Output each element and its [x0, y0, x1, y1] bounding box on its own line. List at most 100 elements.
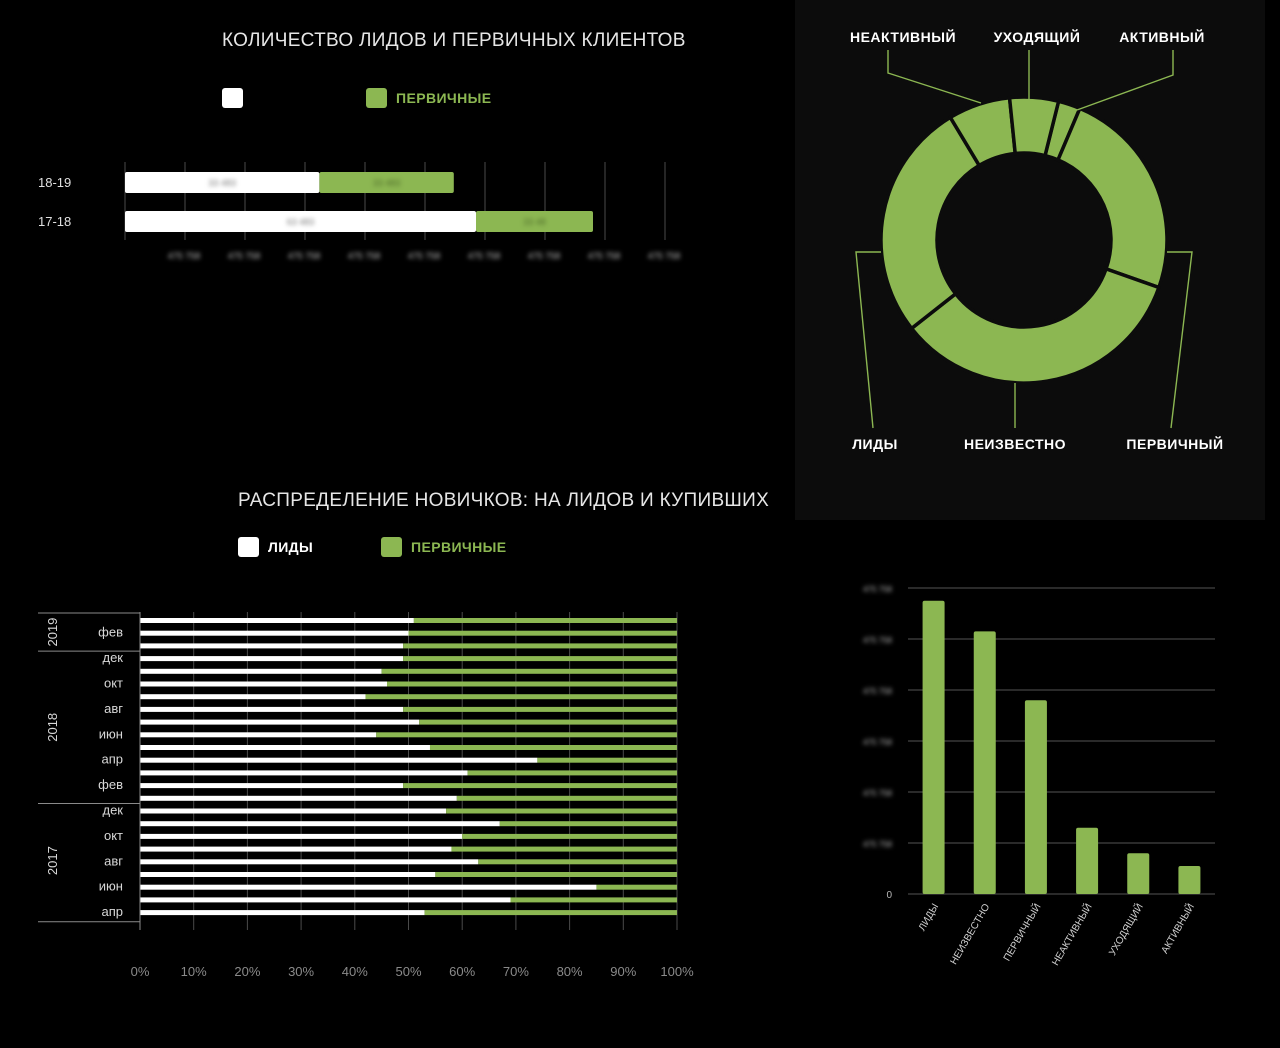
y-tick-label: 475 758	[863, 738, 892, 747]
bar-segment-leads	[140, 630, 409, 636]
x-tick-label: 90%	[610, 964, 636, 979]
bar-value-label: 33 483	[208, 178, 236, 188]
x-tick-label: 475 758	[168, 251, 201, 261]
donut-panel: АКТИВНЫЙ ПЕРВИЧНЫЙ НЕИЗВЕСТНО ЛИДЫ НЕАКТИВНЫ…	[795, 0, 1265, 520]
column-bar	[922, 600, 945, 894]
bar-segment-primary	[403, 656, 677, 662]
bar-segment-leads	[140, 706, 404, 712]
leader-line	[855, 251, 881, 429]
bar-segment-primary	[499, 821, 677, 827]
bar-segment-leads	[140, 783, 404, 789]
bar-segment-primary	[429, 745, 677, 750]
bar-segment-leads	[140, 910, 425, 916]
bar-segment-primary	[596, 884, 677, 890]
leader-line	[1167, 251, 1193, 429]
month-label: дек	[102, 650, 123, 665]
category-label: АКТИВНЫЙ	[1158, 901, 1197, 956]
bar-segment-white	[125, 172, 320, 193]
slice-label: АКТИВНЫЙ	[1119, 28, 1205, 45]
month-label: фев	[98, 777, 123, 792]
leader-line	[1076, 50, 1174, 111]
bar-segment-leads	[140, 795, 457, 801]
chart2-legend-leads: ЛИДЫ	[238, 537, 313, 557]
month-label: июн	[99, 726, 123, 741]
bar-segment-primary	[419, 719, 677, 725]
slice-label: ПЕРВИЧНЫЙ	[1126, 435, 1223, 452]
bar-segment-primary	[424, 910, 677, 916]
y-tick-label: 475 758	[863, 840, 892, 849]
category-label: ПЕРВИЧНЫЙ	[1000, 901, 1043, 963]
y-tick-label: 475 758	[863, 687, 892, 696]
category-label: НЕИЗВЕСТНО	[949, 902, 993, 967]
x-tick-label: 475 758	[288, 251, 321, 261]
category-label: НЕАКТИВНЫЙ	[1049, 901, 1095, 968]
bar-segment-leads	[140, 872, 436, 877]
newcomers-distribution-chart: 0% 10% 20% 30% 40% 50% 60% 70% 80% 90% 100% фев дек о…	[38, 612, 694, 979]
x-tick-label: 475 758	[648, 251, 681, 261]
month-label: авг	[104, 853, 123, 868]
bar-segment-leads	[140, 859, 479, 865]
x-tick-label: 70%	[503, 964, 529, 979]
bar-segment-primary	[537, 757, 677, 763]
legend-label: ПЕРВИЧНЫЕ	[396, 90, 492, 106]
month-label: июн	[99, 879, 123, 894]
bar-segment-leads	[140, 757, 538, 763]
slice-label: НЕИЗВЕСТНО	[964, 436, 1066, 452]
leads-primary-chart: 475 758 475 758 475 758 475 758 475 758 475 7…	[38, 162, 681, 261]
bar-segment-leads	[140, 833, 463, 839]
bar-segment-primary	[467, 770, 677, 776]
bar-segment-primary	[451, 846, 677, 852]
category-label: 17-18	[38, 214, 71, 229]
bar-segment-primary	[403, 643, 677, 649]
bar-segment-leads	[140, 694, 366, 700]
slice-label: УХОДЯЩИЙ	[994, 28, 1081, 45]
bar-segment-green	[476, 211, 593, 232]
x-tick-label: 80%	[557, 964, 583, 979]
bar-segment-leads	[140, 719, 420, 725]
legend-swatch-white	[222, 88, 243, 108]
x-tick-label: 475 758	[408, 251, 441, 261]
y-tick-label: 475 758	[863, 789, 892, 798]
bar-segment-primary	[381, 668, 677, 674]
x-tick-label: 475 758	[468, 251, 501, 261]
month-label: окт	[104, 676, 123, 691]
donut-chart: АКТИВНЫЙ ПЕРВИЧНЫЙ НЕИЗВЕСТНО ЛИДЫ НЕАКТИВНЫ…	[850, 28, 1223, 452]
bar-segment-leads	[140, 770, 468, 776]
x-tick-label: 30%	[288, 964, 314, 979]
bar-segment-leads	[140, 897, 511, 903]
bar-value-label: 33 483	[373, 178, 401, 188]
bar-segment-leads	[140, 846, 452, 852]
year-label: 2017	[45, 846, 60, 875]
bar-segment-green	[319, 172, 454, 193]
month-label: окт	[104, 828, 123, 843]
legend-label: ПЕРВИЧНЫЕ	[411, 539, 507, 555]
month-label: фев	[98, 625, 123, 640]
x-tick-label: 475 758	[348, 251, 381, 261]
x-tick-label: 60%	[449, 964, 475, 979]
month-label: апр	[102, 752, 124, 767]
bar-segment-primary	[403, 706, 677, 712]
bar-segment-white	[125, 211, 476, 232]
month-label: авг	[104, 701, 123, 716]
x-tick-label: 475 758	[588, 251, 621, 261]
donut-slice	[1007, 95, 1061, 158]
bar-segment-primary	[365, 694, 677, 700]
column-bar	[973, 631, 996, 894]
bar-segment-leads	[140, 745, 430, 750]
bar-segment-primary	[403, 783, 677, 789]
x-tick-label: 10%	[181, 964, 207, 979]
x-tick-label: 475 758	[228, 251, 261, 261]
y-tick-label: 0	[886, 890, 892, 901]
month-label: дек	[102, 803, 123, 818]
donut-slice	[1055, 106, 1169, 290]
x-tick-label: 50%	[395, 964, 421, 979]
x-tick-label: 40%	[342, 964, 368, 979]
slice-label: ЛИДЫ	[852, 436, 898, 452]
chart2-legend-primary: ПЕРВИЧНЫЕ	[381, 537, 507, 557]
category-label: 18-19	[38, 175, 71, 190]
bar-segment-primary	[478, 859, 677, 865]
bar-segment-leads	[140, 643, 404, 649]
x-tick-label: 0%	[131, 964, 150, 979]
bar-segment-primary	[408, 630, 677, 636]
donut-slice	[879, 115, 982, 331]
